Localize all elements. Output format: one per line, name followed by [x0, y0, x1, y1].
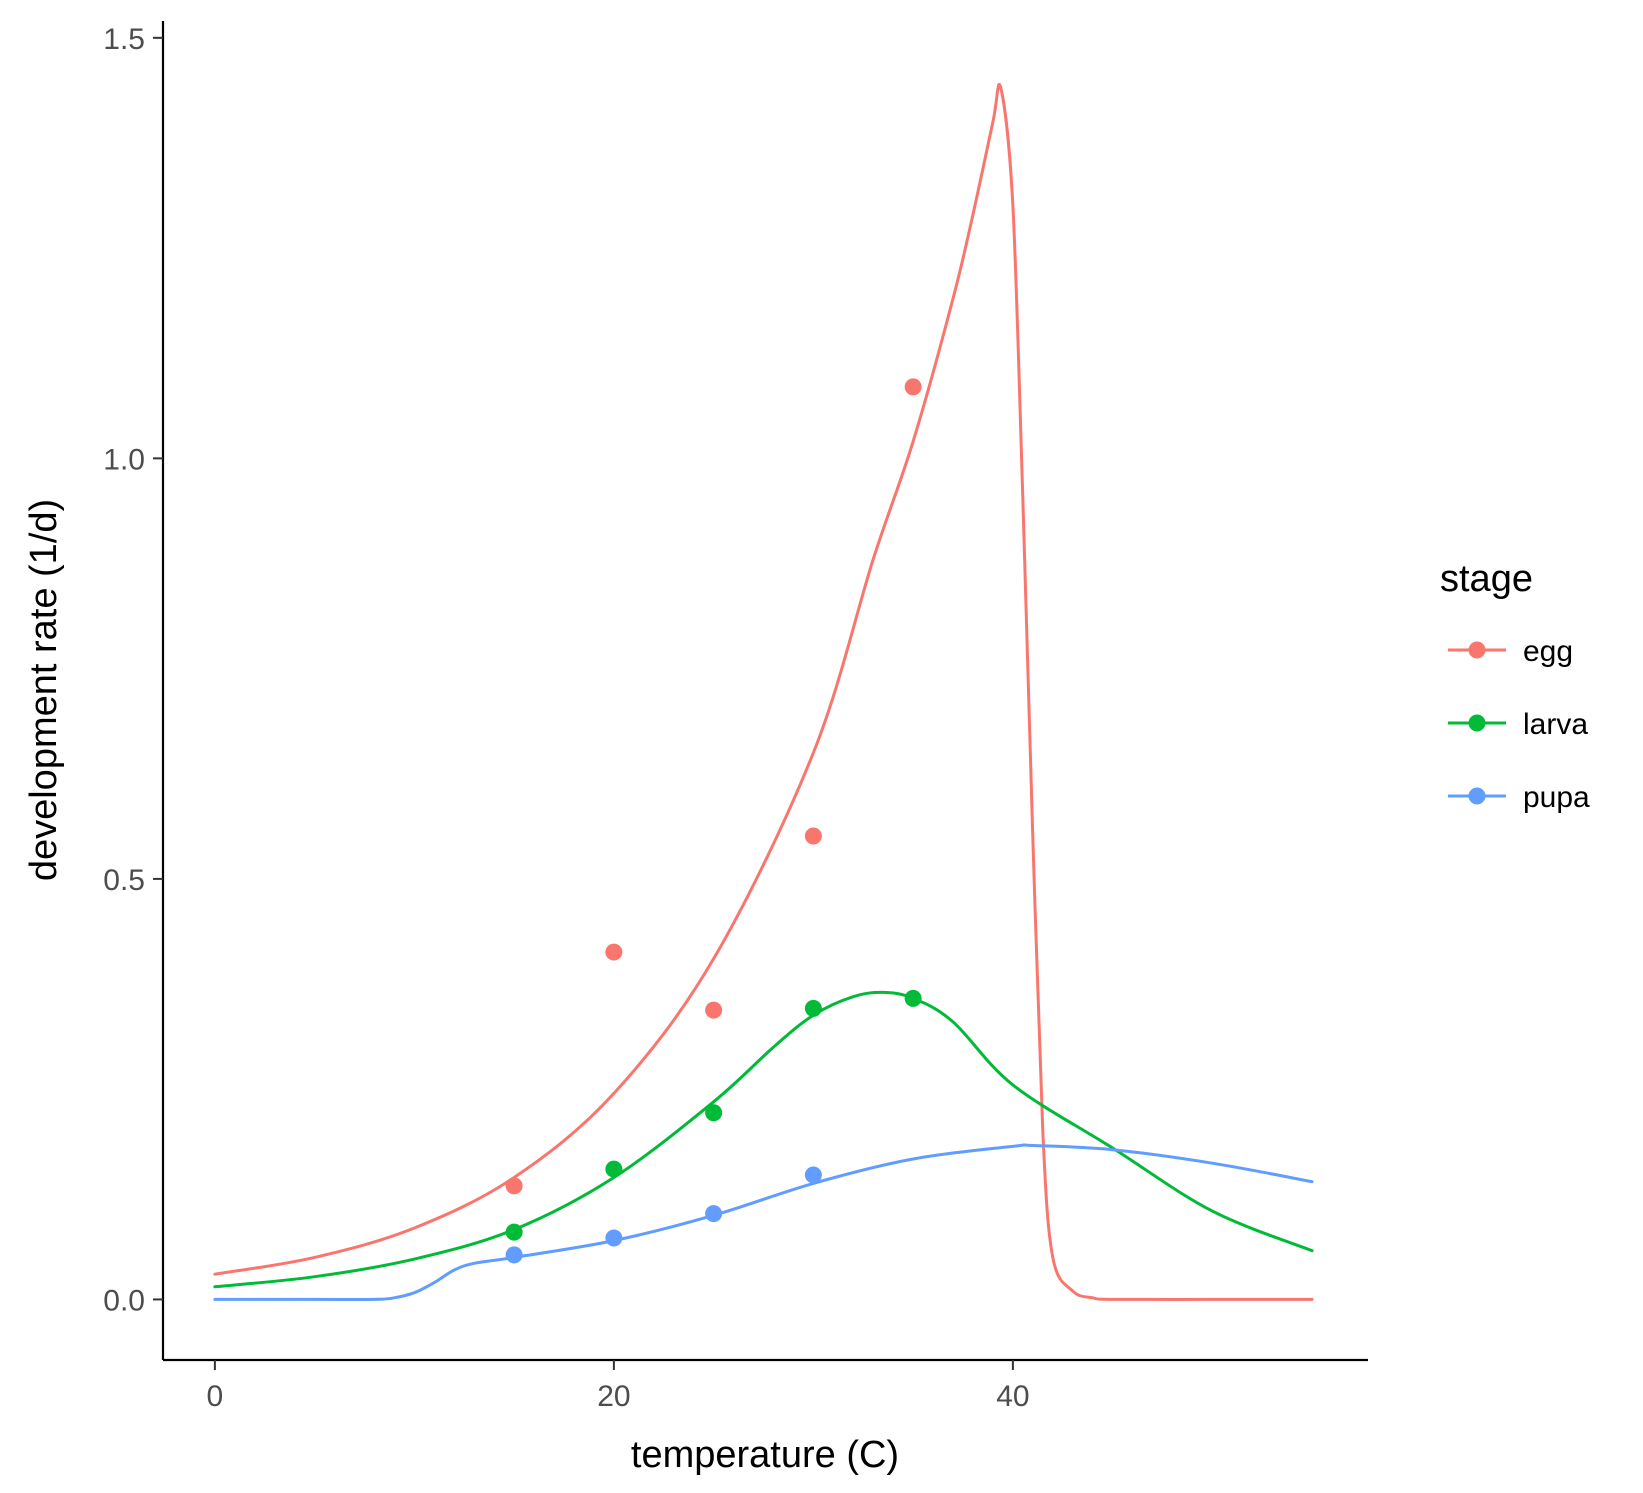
y-tick-label: 1.5	[103, 23, 145, 56]
data-point-pupa	[505, 1246, 523, 1264]
ticks-layer: 0 20 40 0.0 0.5 1.0 1.5	[103, 23, 1029, 1413]
series-points-pupa	[505, 1166, 822, 1264]
legend-key-point	[1468, 714, 1486, 732]
series-points-egg	[505, 378, 922, 1195]
data-point-egg	[804, 827, 822, 845]
y-tick-label: 0.0	[103, 1284, 145, 1317]
series-egg	[213, 83, 1314, 1302]
legend-keys: egg larva pupa	[1448, 635, 1590, 814]
data-point-egg	[904, 378, 922, 396]
legend-item-pupa: pupa	[1448, 781, 1590, 814]
legend: stage egg larva pupa	[1440, 558, 1590, 814]
data-point-pupa	[605, 1229, 623, 1247]
legend-label: pupa	[1523, 781, 1590, 814]
series-line-egg	[213, 83, 1314, 1302]
legend-key-point	[1468, 641, 1486, 659]
data-point-egg	[605, 943, 623, 961]
data-point-larva	[904, 989, 922, 1007]
series-layer	[213, 83, 1314, 1302]
x-tick-label: 40	[996, 1380, 1029, 1413]
legend-label: larva	[1523, 708, 1588, 741]
y-tick-label: 0.5	[103, 864, 145, 897]
legend-title: stage	[1440, 558, 1533, 600]
legend-item-egg: egg	[1448, 635, 1573, 668]
x-axis-title: temperature (C)	[631, 1434, 899, 1476]
data-point-pupa	[804, 1166, 822, 1184]
data-point-larva	[505, 1223, 523, 1241]
y-tick-label: 1.0	[103, 443, 145, 476]
data-point-larva	[804, 999, 822, 1017]
x-tick-label: 20	[597, 1380, 630, 1413]
y-axis-title: development rate (1/d)	[23, 499, 65, 881]
series-line-pupa	[213, 1143, 1314, 1302]
x-tick-label: 0	[207, 1380, 224, 1413]
data-point-egg	[705, 1001, 723, 1019]
legend-item-larva: larva	[1448, 708, 1588, 741]
legend-label: egg	[1523, 635, 1573, 668]
legend-key-point	[1468, 787, 1486, 805]
data-point-egg	[505, 1177, 523, 1195]
data-point-larva	[605, 1160, 623, 1178]
series-line-larva	[213, 990, 1314, 1289]
data-point-pupa	[705, 1205, 723, 1223]
series-larva	[213, 990, 1314, 1289]
series-pupa	[213, 1143, 1314, 1302]
series-points-larva	[505, 989, 922, 1241]
data-point-larva	[705, 1104, 723, 1122]
axes-layer	[161, 21, 1368, 1362]
